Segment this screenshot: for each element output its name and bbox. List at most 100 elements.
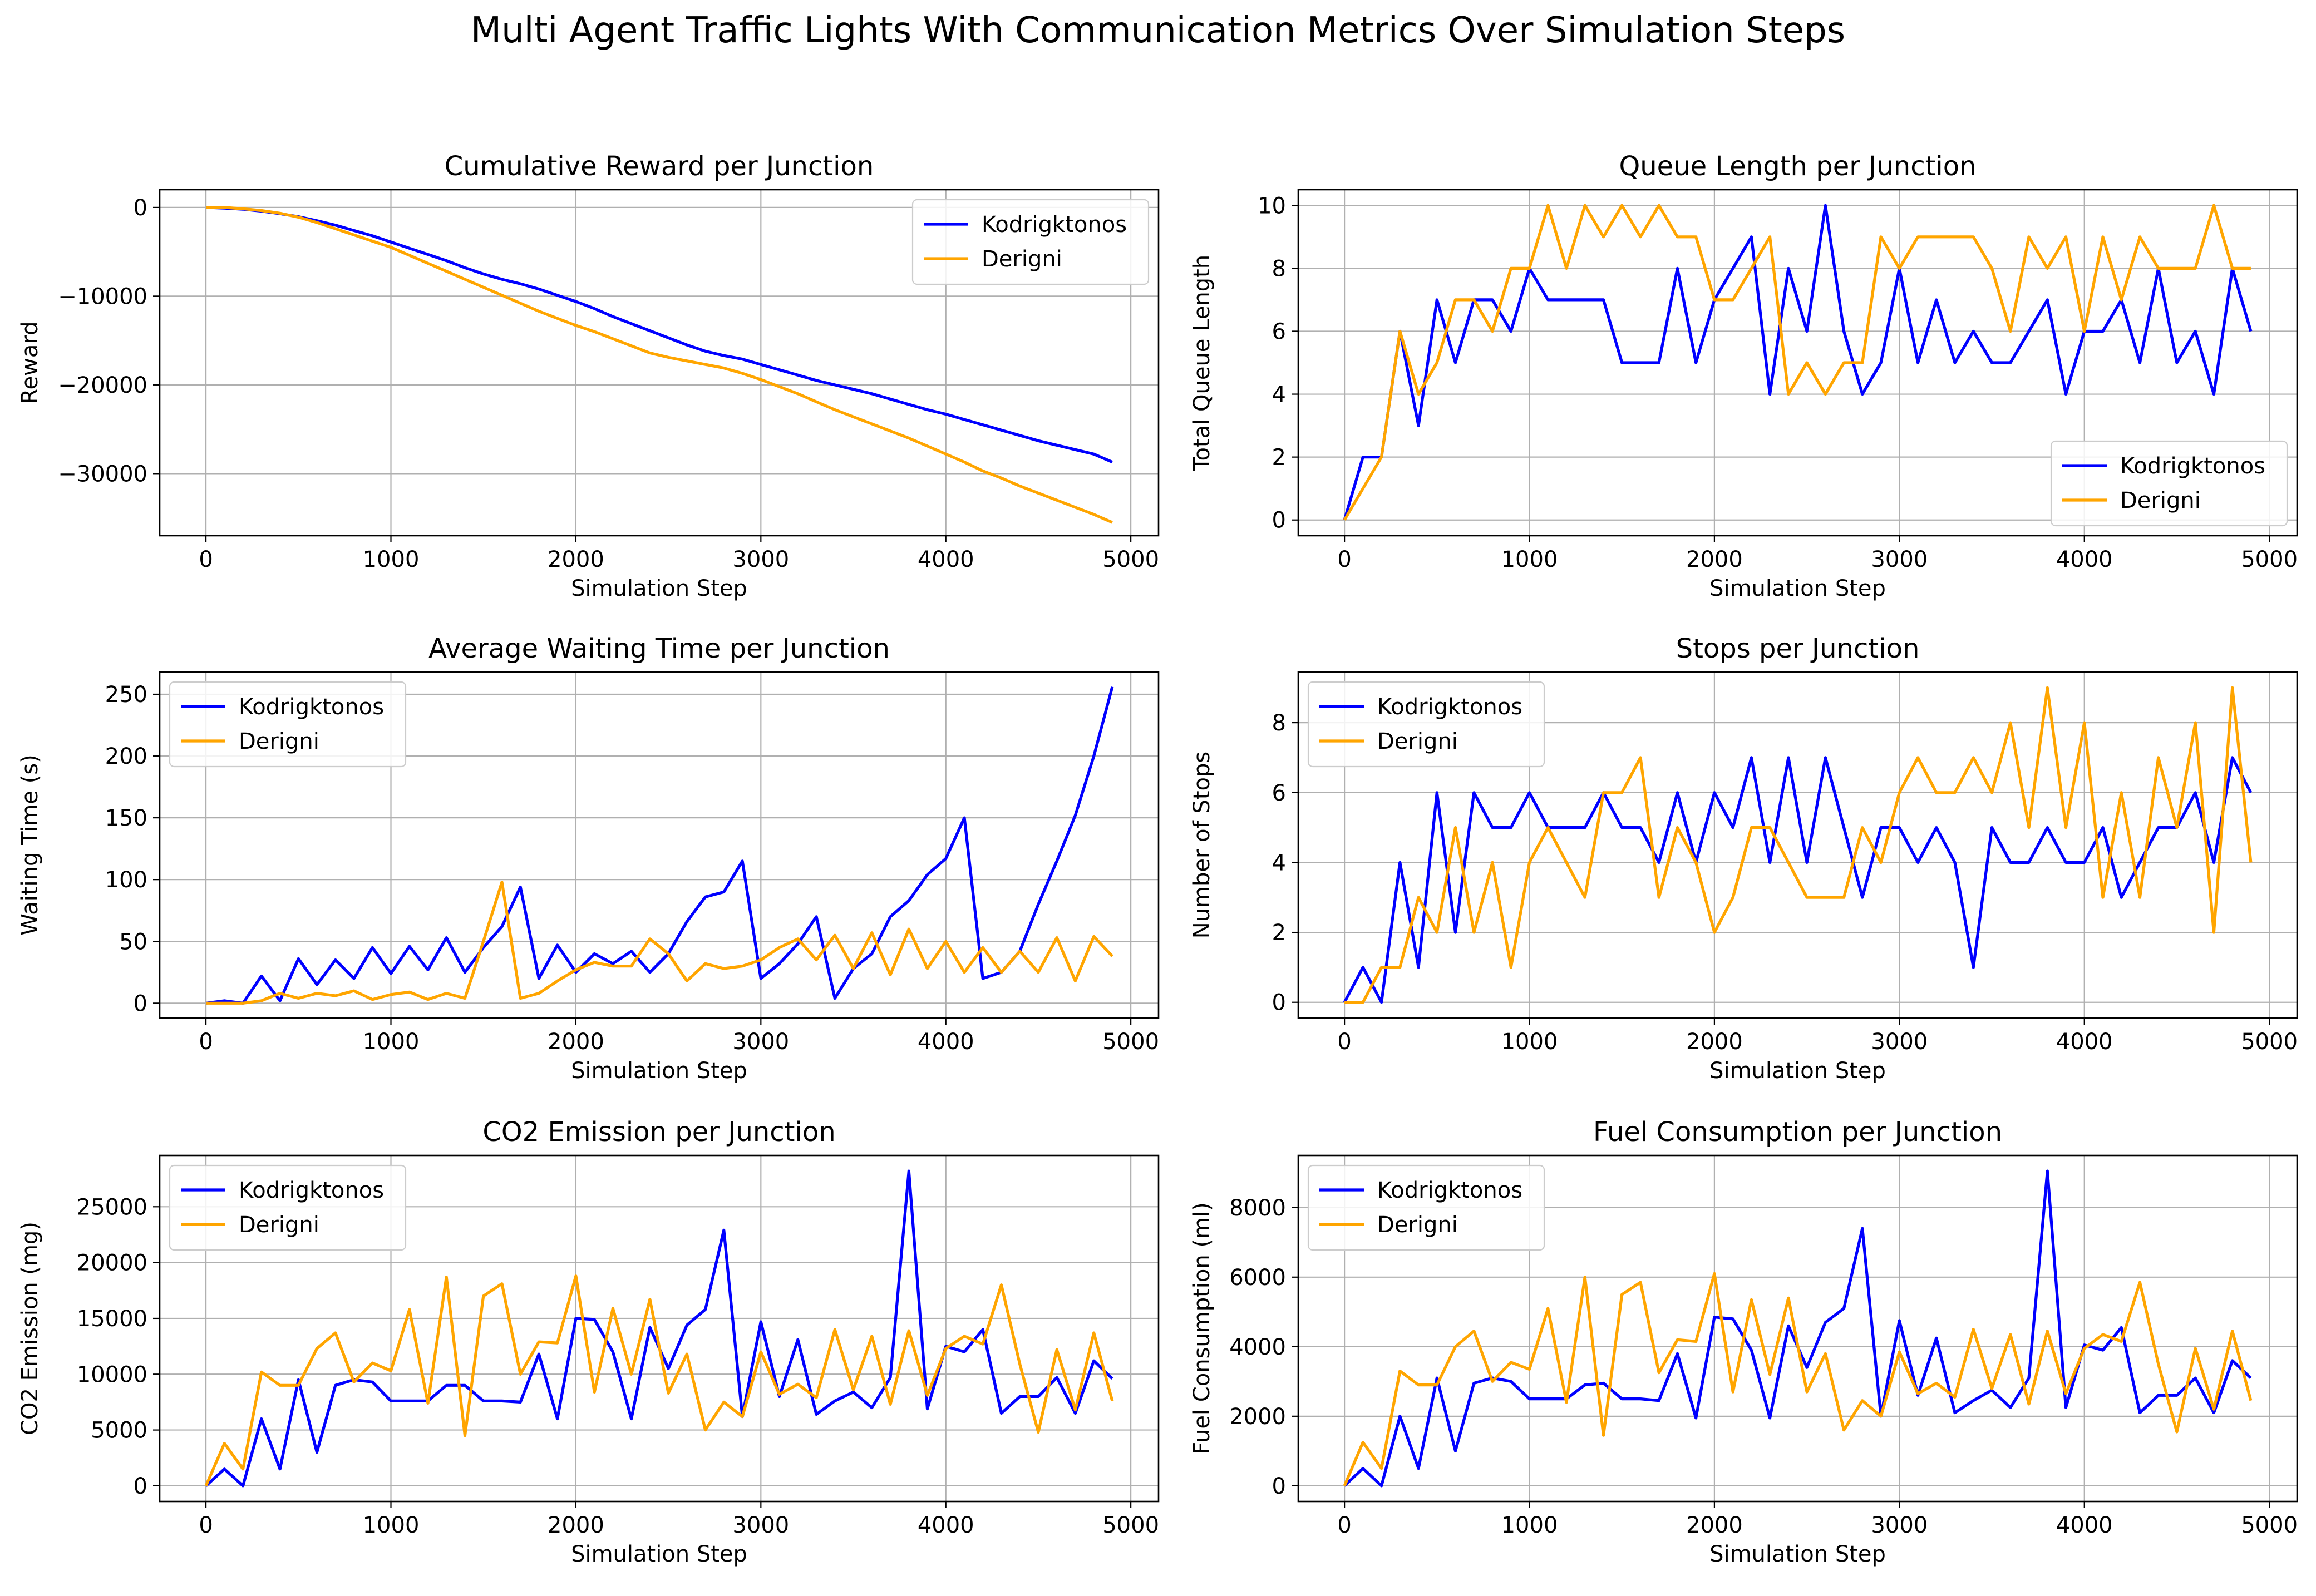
subplot-5: 0 1000 2000 3000 4000 5000 0 5000 10000 15000 2000… (17, 1116, 1160, 1567)
x-axis-label: Simulation Step (1709, 1058, 1886, 1084)
legend: Kodrigktonos Derigni (2050, 440, 2288, 527)
legend: Kodrigktonos Derigni (169, 681, 407, 768)
subplot-title: Fuel Consumption per Junction (1593, 1116, 2002, 1148)
series-line-b (1343, 204, 2251, 521)
x-tick-label: 3000 (1871, 547, 1928, 572)
x-tick-label: 1000 (363, 1513, 420, 1538)
x-axis-label: Simulation Step (571, 1541, 747, 1567)
x-tick-label: 3000 (732, 547, 789, 572)
y-tick-label: −10000 (58, 284, 147, 309)
y-tick-label: 4 (1272, 850, 1286, 876)
y-tick-label: 25000 (77, 1194, 147, 1220)
series-line-a (205, 206, 1113, 463)
legend-box (169, 681, 407, 768)
x-tick-label: 2000 (1686, 547, 1743, 572)
y-tick-label: 2 (1272, 920, 1286, 946)
legend-box (1307, 1164, 1545, 1251)
y-tick-label: 15000 (77, 1306, 147, 1332)
y-tick-label: −20000 (58, 373, 147, 398)
y-tick-label: 8000 (1229, 1195, 1286, 1221)
x-tick-label: 2000 (1686, 1513, 1743, 1538)
y-tick-label: 0 (134, 1474, 147, 1499)
legend-label: Derigni (239, 729, 319, 754)
legend-label: Kodrigktonos (239, 1178, 384, 1203)
axes-frame (159, 671, 1160, 1019)
y-axis-label: Reward (17, 322, 43, 404)
x-tick-label: 5000 (1102, 1513, 1159, 1538)
x-axis-label: Simulation Step (571, 1058, 747, 1084)
axes-frame (159, 189, 1160, 537)
y-tick-label: 6 (1272, 319, 1286, 344)
y-tick-label: 8 (1272, 256, 1286, 281)
legend-box (2050, 440, 2288, 527)
x-tick-label: 2000 (548, 1513, 604, 1538)
series-line-b (1344, 686, 2253, 1004)
legend: Kodrigktonos Derigni (1307, 681, 1545, 768)
x-tick-label: 4000 (2056, 1029, 2113, 1055)
subplot-title: Cumulative Reward per Junction (445, 151, 874, 182)
x-tick-label: 1000 (363, 1029, 420, 1055)
series-line-b (206, 206, 1113, 524)
axes-frame (159, 1154, 1160, 1503)
series-line-a (1343, 204, 2253, 521)
x-tick-label: 1000 (363, 547, 420, 572)
x-tick-label: 3000 (1871, 1513, 1928, 1538)
x-tick-label: 5000 (2241, 1029, 2298, 1055)
subplot-6: 0 1000 2000 3000 4000 5000 0 2000 4000 6000 8000 Fu… (1189, 1116, 2298, 1567)
legend-label: Kodrigktonos (239, 694, 384, 720)
x-tick-label: 3000 (732, 1029, 789, 1055)
y-tick-label: 10000 (77, 1362, 147, 1387)
y-axis-label: Waiting Time (s) (17, 754, 43, 936)
y-tick-label: 20000 (77, 1251, 147, 1276)
legend-label: Derigni (982, 246, 1062, 272)
legend-label: Kodrigktonos (1377, 694, 1522, 720)
figure-title: Multi Agent Traffic Lights With Communic… (470, 10, 1846, 51)
y-tick-label: 200 (105, 744, 147, 769)
subplot-2: 0 1000 2000 3000 4000 5000 0 2 4 6 8 10 Queue Length… (1189, 151, 2298, 601)
axes-frame (1297, 189, 2298, 537)
legend-label: Kodrigktonos (982, 212, 1127, 238)
y-tick-label: 2000 (1229, 1404, 1286, 1430)
x-tick-label: 0 (199, 547, 213, 572)
legend-label: Kodrigktonos (1377, 1178, 1522, 1203)
axes-frame (1297, 671, 2298, 1019)
x-tick-label: 5000 (1102, 547, 1159, 572)
x-tick-label: 4000 (918, 1513, 974, 1538)
y-tick-label: 0 (134, 991, 147, 1016)
legend-box (1307, 681, 1545, 768)
x-tick-label: 4000 (918, 1029, 974, 1055)
legend-box (911, 199, 1150, 285)
x-tick-label: 1000 (1501, 1513, 1558, 1538)
x-tick-label: 0 (199, 1513, 213, 1538)
y-tick-label: 0 (1272, 990, 1286, 1016)
x-tick-label: 0 (1337, 1513, 1351, 1538)
legend-label: Derigni (1377, 1212, 1458, 1238)
legend: Kodrigktonos Derigni (911, 199, 1150, 285)
series-line-a (205, 686, 1114, 1005)
y-tick-label: 4000 (1229, 1335, 1286, 1360)
legend-label: Derigni (1377, 729, 1458, 754)
y-axis-label: CO2 Emission (mg) (17, 1222, 43, 1435)
x-tick-label: 1000 (1501, 1029, 1558, 1055)
legend-box (169, 1164, 407, 1251)
x-axis-label: Simulation Step (571, 576, 747, 601)
subplot-3: 0 1000 2000 3000 4000 5000 0 50 100 150 200 250 Aver… (17, 633, 1160, 1084)
y-tick-label: 8 (1272, 710, 1286, 736)
y-tick-label: 2 (1272, 445, 1286, 471)
x-tick-label: 4000 (2056, 1513, 2113, 1538)
x-tick-label: 0 (199, 1029, 213, 1055)
y-tick-label: 250 (105, 682, 147, 708)
y-tick-label: 0 (1272, 508, 1286, 533)
y-tick-label: 100 (105, 867, 147, 893)
y-tick-label: 150 (105, 806, 147, 831)
y-tick-label: 4 (1272, 382, 1286, 408)
subplot-title: Stops per Junction (1676, 633, 1920, 664)
y-axis-label: Number of Stops (1189, 752, 1215, 938)
x-tick-label: 3000 (1871, 1029, 1928, 1055)
x-axis-label: Simulation Step (1709, 576, 1886, 601)
y-axis-label: Total Queue Length (1189, 255, 1215, 471)
subplot-title: Queue Length per Junction (1619, 151, 1976, 182)
x-tick-label: 5000 (2241, 547, 2298, 572)
legend: Kodrigktonos Derigni (169, 1164, 407, 1251)
